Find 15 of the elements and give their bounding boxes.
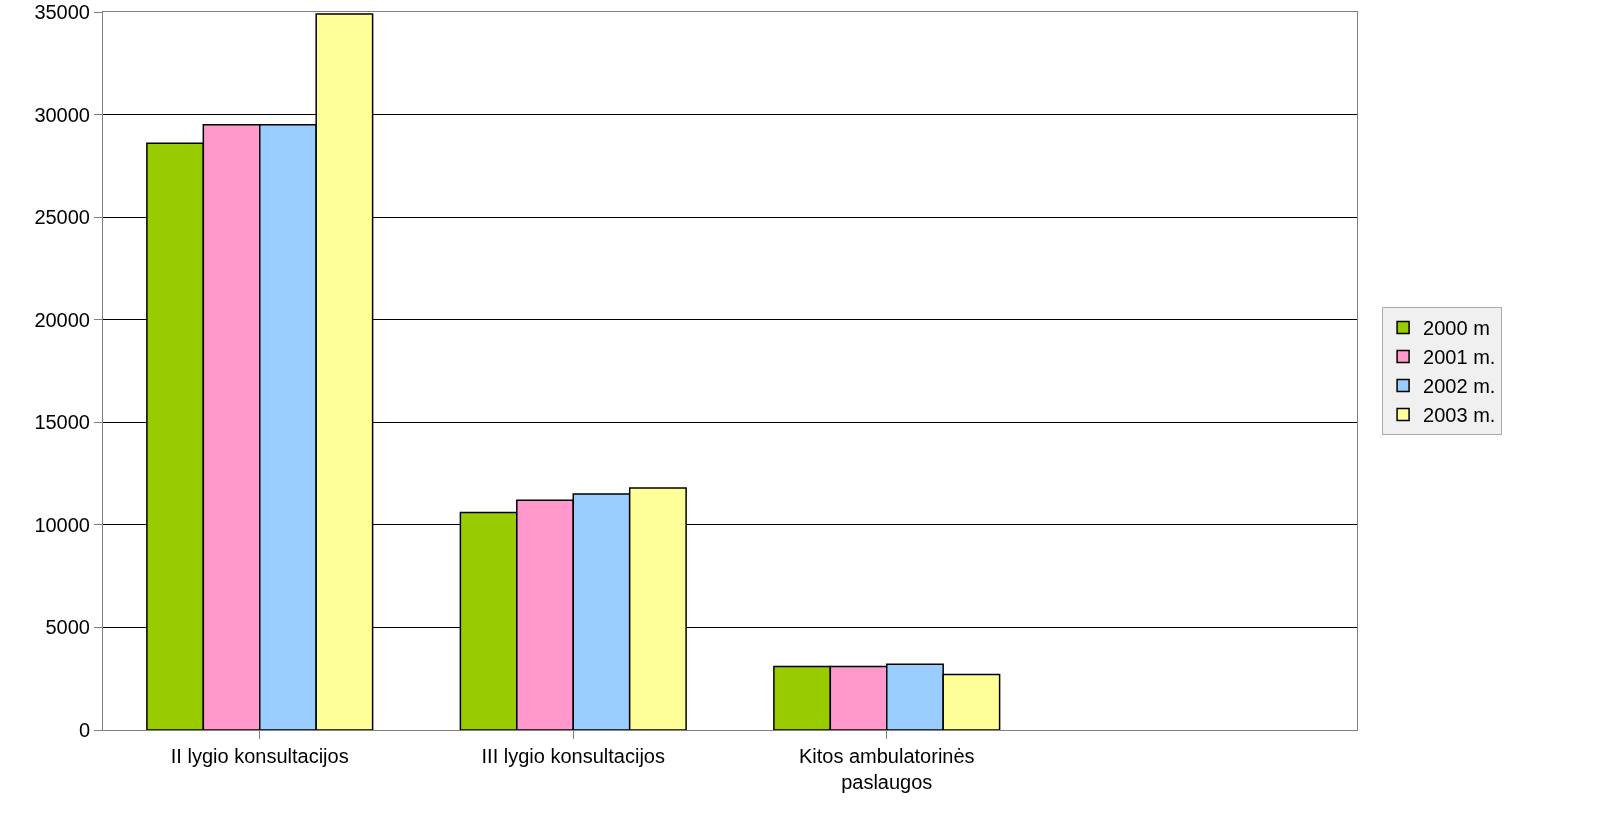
y-tick-label: 30000 <box>34 103 90 126</box>
x-tick-label: II lygio konsultacijos <box>170 745 349 767</box>
legend-label: 2002 m. <box>1423 375 1496 398</box>
y-tick-label: 25000 <box>34 206 90 229</box>
y-tick-label: 15000 <box>34 411 90 434</box>
legend-label: 2003 m. <box>1423 404 1496 427</box>
y-tick-label: 0 <box>78 719 90 741</box>
y-tick-label: 5000 <box>45 616 90 639</box>
y-tick-label: 35000 <box>34 1 90 23</box>
y-tick-label: 10000 <box>34 513 90 536</box>
legend-label: 2000 m <box>1423 317 1490 340</box>
legend-label: 2001 m. <box>1423 346 1496 369</box>
y-tick-label: 20000 <box>34 308 90 331</box>
x-tick-label: Kitos ambulatorinės paslaugos <box>798 745 975 793</box>
x-tick-label: III lygio konsultacijos <box>481 745 665 767</box>
